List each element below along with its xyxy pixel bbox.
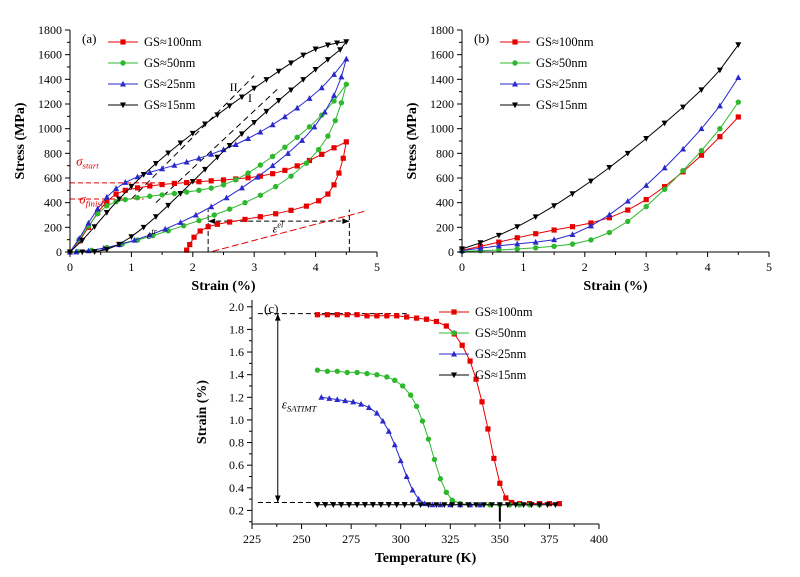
chart-c-group: 225 250 275 300 325 350 375 400 0.2 0.4 0.6 0.8 1.0 1… [195, 300, 608, 566]
x-tick-label: 0 [67, 260, 73, 274]
x-tick-label: 225 [243, 532, 261, 546]
legend-label: GS≈25nm [475, 347, 527, 361]
y-axis-title: Stress (MPa) [13, 102, 28, 179]
annotation-text: σstart [76, 154, 99, 171]
y-tick-label: 1600 [38, 48, 62, 62]
y-tick-label: 1800 [430, 23, 454, 37]
y-axis-title: Strain (%) [195, 380, 210, 445]
y-tick-label: 1200 [38, 97, 62, 111]
y-axis-title: Stress (MPa) [405, 102, 420, 179]
y-tick-label: 0.6 [229, 458, 244, 472]
x-tick-label: 3 [643, 260, 649, 274]
y-tick-label: 0.8 [229, 436, 244, 450]
legend-label: GS≈15nm [475, 368, 527, 382]
series-GS≈100nm [459, 114, 741, 253]
x-axis-title: Strain (%) [191, 279, 256, 294]
y-tick-label: 200 [44, 220, 62, 234]
y-tick-label: 600 [436, 171, 454, 185]
legend-label: GS≈100nm [475, 305, 533, 319]
y-tick-label: 0.4 [229, 481, 244, 495]
annotation-line [212, 210, 365, 252]
series-GS≈50nm [459, 99, 741, 255]
y-tick-label: 2.0 [229, 300, 244, 314]
y-tick-label: 1000 [430, 122, 454, 136]
x-tick-label: 5 [766, 260, 772, 274]
chart-b-group: 0 1 2 3 4 5 0 200 400 600 800 1000 1200 1400 1600 1800 S… [405, 23, 772, 294]
chart-panel-a: 0 1 2 3 4 5 0 200 400 600 800 1000 1200 1400 1600 1800 S… [13, 23, 380, 294]
x-tick-label: 250 [293, 532, 311, 546]
x-tick-label: 1 [520, 260, 526, 274]
x-tick-label: 4 [313, 260, 319, 274]
x-tick-label: 4 [705, 260, 711, 274]
annotation-text: II [230, 80, 238, 94]
series-GS≈25nm [459, 74, 742, 254]
y-tick-label: 1600 [430, 48, 454, 62]
x-tick-label: 0 [459, 260, 465, 274]
y-tick-label: 400 [436, 196, 454, 210]
y-tick-label: 1400 [38, 72, 62, 86]
x-tick-label: 350 [491, 532, 509, 546]
annotation-text: εel [273, 220, 284, 235]
y-tick-label: 800 [44, 146, 62, 160]
series-GS≈25nm [318, 394, 484, 508]
annotation-text: εSATIMT [282, 397, 318, 414]
y-tick-label: 1000 [38, 122, 62, 136]
annotation-text: I [248, 91, 252, 105]
x-tick-label: 400 [590, 532, 608, 546]
legend-label: GS≈50nm [475, 326, 527, 340]
legend-label: GS≈25nm [536, 77, 588, 91]
series-GS≈15nm [67, 39, 350, 256]
y-tick-label: 1200 [430, 97, 454, 111]
y-tick-label: 0 [56, 245, 62, 259]
legend-label: GS≈50nm [144, 56, 196, 70]
series-GS≈50nm [314, 367, 543, 508]
y-tick-label: 1.8 [229, 322, 244, 336]
x-tick-label: 325 [441, 532, 459, 546]
y-tick-label: 0 [448, 245, 454, 259]
legend-label: GS≈25nm [144, 77, 196, 91]
y-tick-label: 800 [436, 146, 454, 160]
series-GS≈100nm [67, 139, 349, 255]
x-tick-label: 2 [582, 260, 588, 274]
x-tick-label: 3 [251, 260, 257, 274]
x-tick-label: 275 [342, 532, 360, 546]
annotation-line [155, 86, 281, 204]
panel-label: (b) [474, 31, 489, 46]
x-tick-label: 5 [374, 260, 380, 274]
series-GS≈15nm [459, 42, 742, 253]
x-tick-label: 375 [540, 532, 558, 546]
x-axis-title: Strain (%) [583, 279, 648, 294]
y-tick-label: 1800 [38, 23, 62, 37]
y-tick-label: 200 [436, 220, 454, 234]
panel-label: (a) [82, 31, 96, 46]
y-tick-label: 1400 [430, 72, 454, 86]
series-GS≈25nm [67, 55, 350, 255]
legend-label: GS≈50nm [536, 56, 588, 70]
x-axis-title: Temperature (K) [375, 551, 477, 566]
y-tick-label: 0.2 [229, 503, 244, 517]
y-tick-label: 1.2 [229, 390, 244, 404]
y-tick-label: 1.4 [229, 368, 244, 382]
y-tick-label: 1.6 [229, 345, 244, 359]
y-tick-label: 600 [44, 171, 62, 185]
legend-label: GS≈15nm [536, 98, 588, 112]
annotation-text: σfinish [79, 192, 106, 209]
annotation-line [131, 75, 255, 200]
y-tick-label: 400 [44, 196, 62, 210]
x-tick-label: 1 [128, 260, 134, 274]
chart-panel-b: 0 1 2 3 4 5 0 200 400 600 800 1000 1200 1400 1600 1800 S… [405, 23, 772, 294]
y-tick-label: 1.0 [229, 413, 244, 427]
x-tick-label: 2 [190, 260, 196, 274]
legend-label: GS≈15nm [144, 98, 196, 112]
legend-label: GS≈100nm [536, 35, 594, 49]
annotation-text: εtr [147, 227, 158, 242]
panel-label: (c) [264, 301, 278, 316]
x-tick-label: 300 [392, 532, 410, 546]
series-GS≈15nm [314, 502, 559, 508]
chart-panel-c: 225 250 275 300 325 350 375 400 0.2 0.4 0.6 0.8 1.0 1… [195, 300, 608, 566]
legend-label: GS≈100nm [144, 35, 202, 49]
chart-a-group: 0 1 2 3 4 5 0 200 400 600 800 1000 1200 1400 1600 1800 S… [13, 23, 380, 294]
